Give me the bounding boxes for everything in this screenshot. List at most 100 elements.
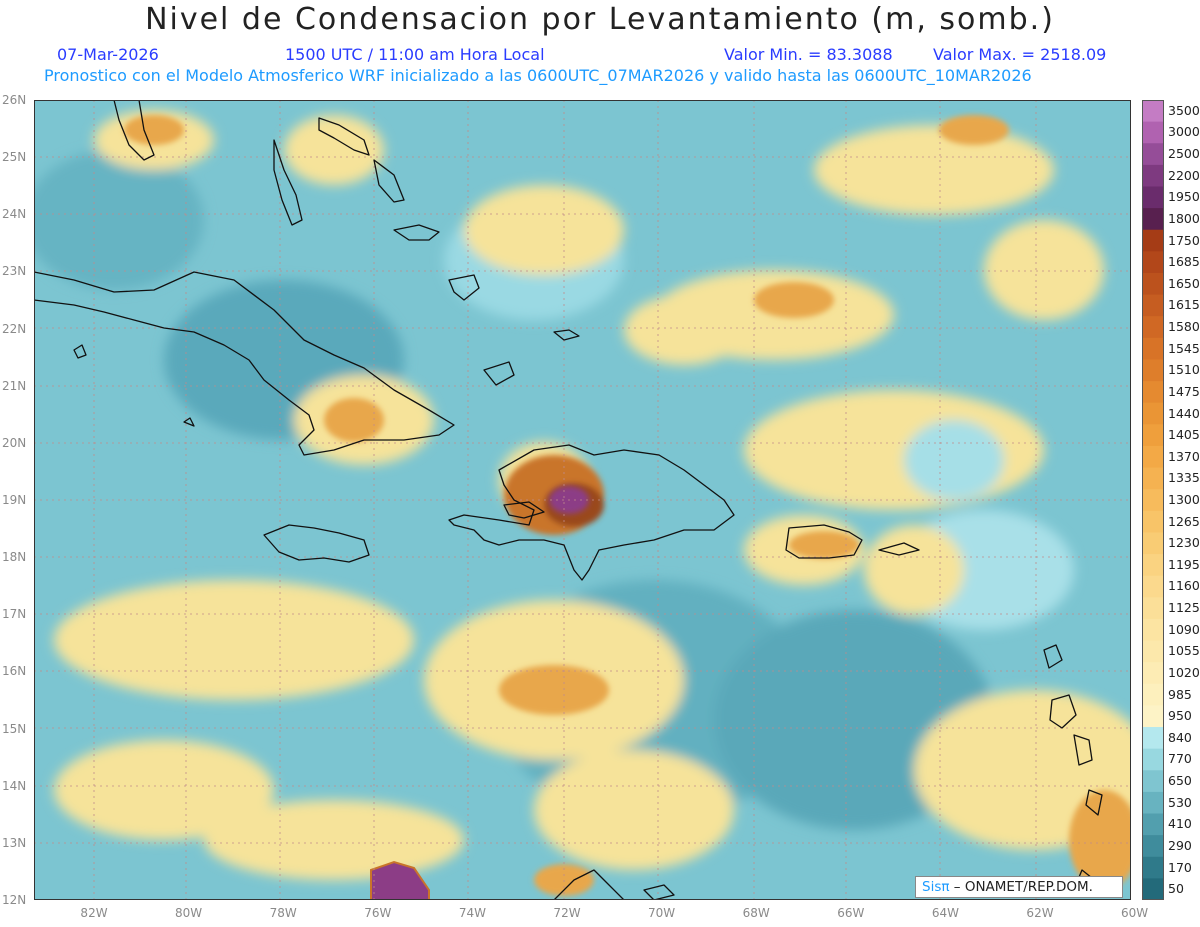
colorbar-label: 1440	[1168, 405, 1200, 421]
colorbar-label: 1475	[1168, 383, 1200, 399]
hispaniola-coast	[448, 444, 735, 581]
lat-label: 16N	[2, 664, 27, 679]
colorbar-swatch	[1142, 164, 1164, 187]
lat-label: 20N	[2, 435, 27, 450]
colorbar-swatch	[1142, 856, 1164, 879]
colorbar-swatch	[1142, 143, 1164, 166]
bahamas-andros	[273, 139, 303, 226]
colorbar-swatch	[1142, 359, 1164, 382]
colorbar-label: 1950	[1168, 189, 1200, 205]
lesser-antilles-c	[1073, 734, 1093, 766]
colorbar-swatch	[1142, 208, 1164, 231]
colorbar-swatch	[1142, 445, 1164, 469]
colorbar-label: 770	[1168, 751, 1192, 767]
virgin-islands	[878, 542, 920, 556]
colorbar-swatch	[1142, 705, 1164, 728]
field-shading	[34, 110, 1131, 880]
bahamas-3	[393, 224, 440, 241]
lon-label: 74W	[458, 906, 486, 920]
colorbar-swatch	[1142, 294, 1164, 317]
colorbar-swatch	[1142, 662, 1164, 685]
colorbar-label: 1195	[1168, 556, 1200, 572]
max-value: Valor Max. = 2518.09	[933, 45, 1107, 64]
map-frame	[34, 100, 1131, 900]
lcl-map	[34, 100, 1131, 900]
lat-label: 25N	[2, 150, 27, 165]
lon-label: 82W	[80, 906, 108, 920]
grid-lines	[34, 100, 1131, 900]
colorbar-label: 1160	[1168, 578, 1200, 594]
colorbar-label: 1405	[1168, 427, 1200, 443]
lcl-purple-patch	[370, 860, 430, 900]
turks-caicos	[553, 329, 580, 341]
colorbar-swatch	[1142, 467, 1164, 490]
colorbar-label: 1265	[1168, 513, 1200, 529]
lesser-antilles-b	[1049, 694, 1077, 729]
lon-label: 70W	[648, 906, 676, 920]
colorbar-label: 1650	[1168, 275, 1200, 291]
lon-label: 64W	[931, 906, 959, 920]
lon-label: 76W	[364, 906, 392, 920]
colorbar-label: 950	[1168, 708, 1192, 724]
coastlines	[34, 100, 1103, 900]
jamaica-coast	[263, 524, 370, 563]
colorbar-swatch	[1142, 510, 1164, 533]
colorbar-label: 1580	[1168, 319, 1200, 335]
colorbar-label: 1020	[1168, 664, 1200, 680]
colorbar-label: 650	[1168, 773, 1192, 789]
islet-2	[183, 417, 195, 427]
colorbar-swatch	[1142, 813, 1164, 836]
colorbar-swatch	[1142, 554, 1164, 577]
lat-label: 17N	[2, 607, 27, 622]
colorbar-label: 1800	[1168, 210, 1200, 226]
puerto-rico-coast	[785, 524, 863, 559]
colorbar-label: 1370	[1168, 448, 1200, 464]
lat-label: 19N	[2, 492, 27, 507]
colorbar-label: 290	[1168, 837, 1192, 853]
colorbar-border	[1142, 100, 1164, 900]
colorbar-swatch	[1142, 100, 1164, 123]
map-title: Nivel de Condensacion por Levantamiento …	[145, 2, 1055, 37]
colorbar-swatch	[1142, 575, 1164, 598]
colorbar-swatch	[1142, 618, 1164, 642]
colorbar-label: 1090	[1168, 621, 1200, 637]
colorbar	[1142, 100, 1164, 900]
colorbar-label: 1685	[1168, 254, 1200, 270]
colorbar-label: 2500	[1168, 146, 1200, 162]
gonave-island	[503, 501, 545, 519]
colorbar-label: 410	[1168, 816, 1192, 832]
colorbar-swatch	[1142, 727, 1164, 750]
colorbar-label: 50	[1168, 881, 1184, 897]
lat-label: 12N	[2, 892, 27, 907]
lon-label: 78W	[269, 906, 297, 920]
lon-label: 60W	[1121, 906, 1149, 920]
credit-text: – ONAMET/REP.DOM.	[949, 879, 1093, 895]
colorbar-swatch	[1142, 337, 1164, 360]
colorbar-label: 3000	[1168, 124, 1200, 140]
bahamas-2	[373, 159, 405, 203]
lon-label: 68W	[742, 906, 770, 920]
lat-label: 13N	[2, 835, 27, 850]
bahamas-5	[483, 361, 515, 386]
colorbar-swatch	[1142, 229, 1164, 252]
lat-label: 21N	[2, 378, 27, 393]
colorbar-label: 1615	[1168, 297, 1200, 313]
colorbar-swatch	[1142, 489, 1164, 512]
cuba-coast	[34, 271, 455, 456]
colorbar-swatch	[1142, 381, 1164, 404]
model-info: Pronostico con el Modelo Atmosferico WRF…	[44, 66, 1032, 85]
lat-label: 22N	[2, 321, 27, 336]
colorbar-swatch	[1142, 640, 1164, 663]
lat-label: 23N	[2, 264, 27, 279]
colorbar-swatch	[1142, 597, 1164, 620]
lon-label: 80W	[175, 906, 203, 920]
islet-1	[73, 344, 87, 359]
colorbar-label: 1545	[1168, 340, 1200, 356]
colorbar-swatch	[1142, 683, 1164, 706]
colorbar-swatch	[1142, 424, 1164, 447]
colorbar-label: 530	[1168, 794, 1192, 810]
colorbar-label: 1055	[1168, 643, 1200, 659]
lesser-antilles-a	[1043, 644, 1063, 669]
colorbar-swatch	[1142, 186, 1164, 209]
colorbar-swatch	[1142, 316, 1164, 339]
